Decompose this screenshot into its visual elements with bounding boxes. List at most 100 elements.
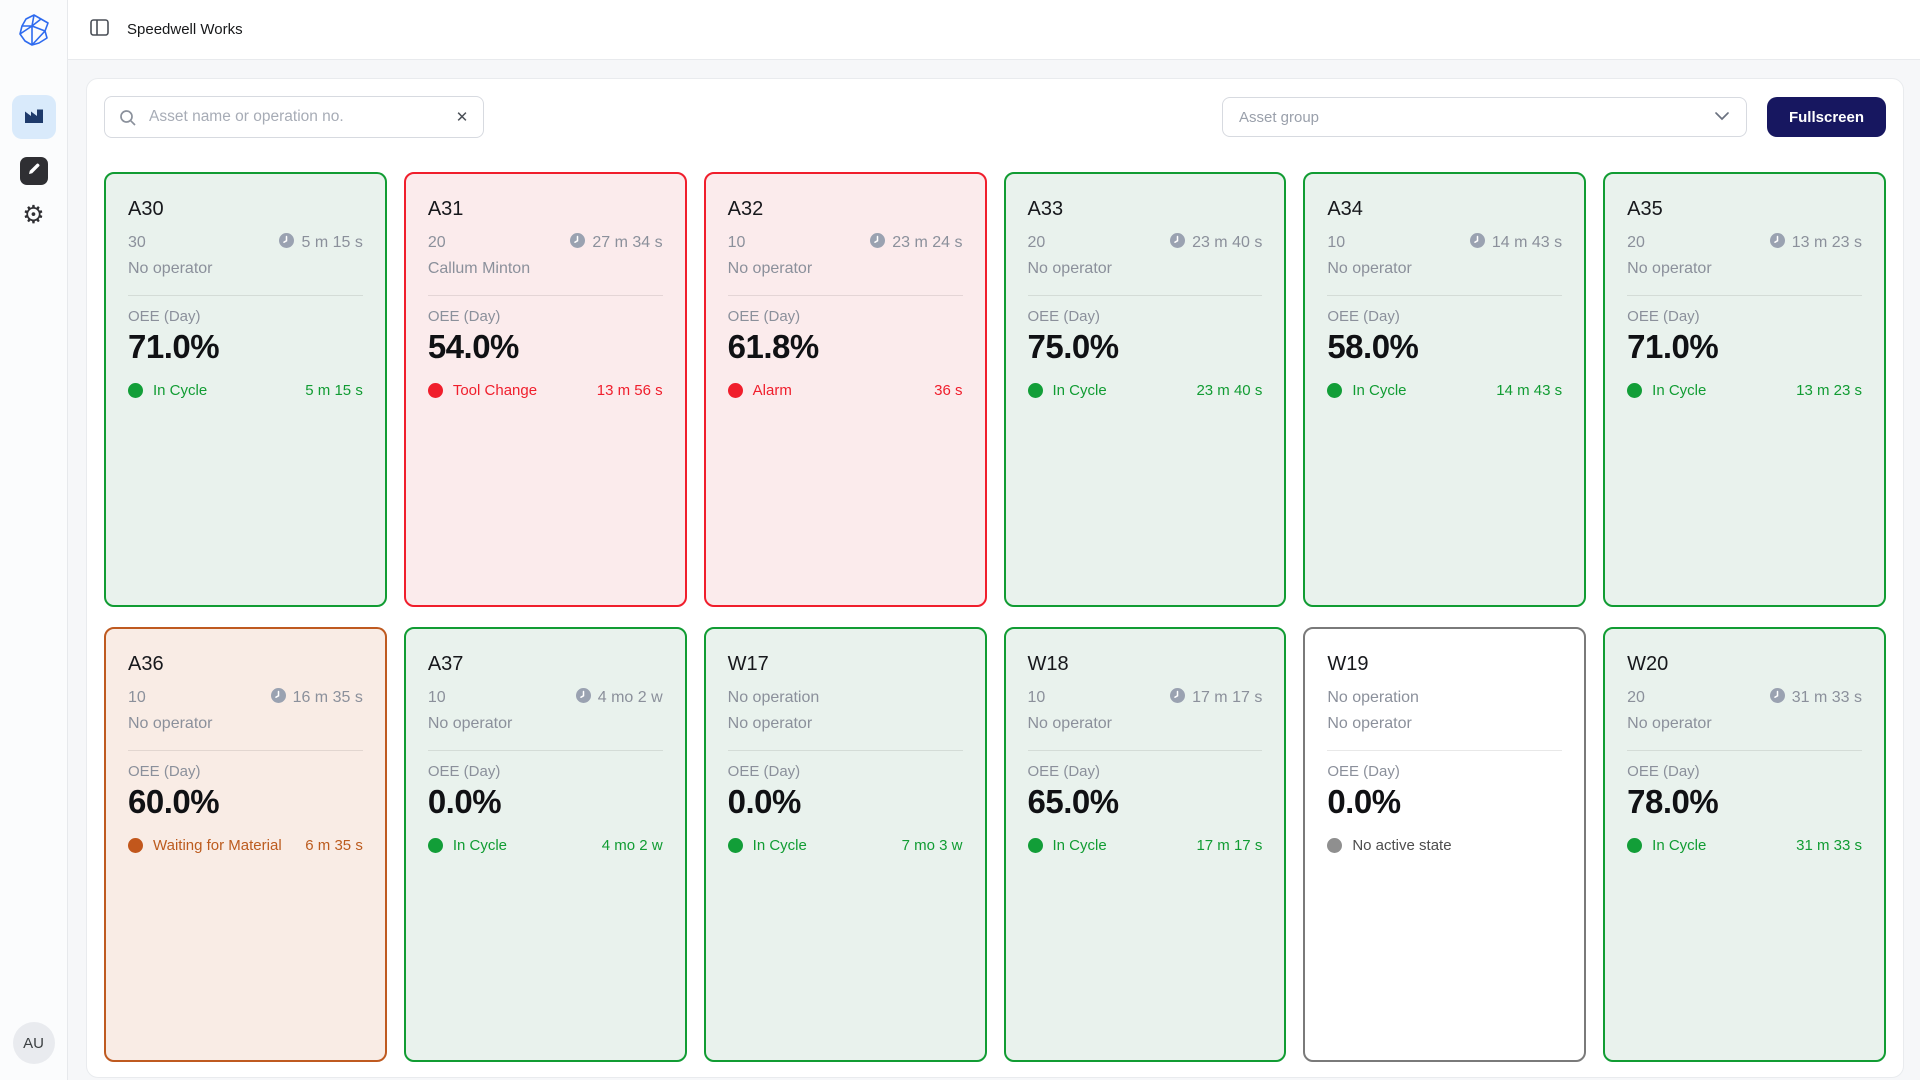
asset-id: A31 (427, 198, 464, 220)
operation-number: 10 (427, 689, 446, 706)
operation-number: 10 (1327, 234, 1346, 251)
asset-id: A37 (427, 653, 464, 675)
operator-name: No operator (727, 260, 813, 277)
operation-number: 10 (1027, 689, 1046, 706)
search-input[interactable] (105, 108, 483, 126)
card-divider (1627, 750, 1862, 751)
status-label: In Cycle (1352, 382, 1407, 399)
operation-time: 4 mo 2 w (575, 688, 663, 708)
operation-time-value: 13 m 23 s (1791, 234, 1862, 251)
status-row: Waiting for Material 6 m 35 s (128, 837, 363, 854)
asset-card[interactable]: A33 20 23 m 40 s No operator OEE (Day) 7… (1003, 172, 1287, 607)
pencil-icon (27, 162, 41, 181)
card-divider (727, 295, 963, 296)
avatar-initials: AU (23, 1034, 44, 1052)
oee-value: 0.0% (427, 783, 502, 820)
operation-time: 27 m 34 s (570, 233, 663, 253)
oee-label: OEE (Day) (1627, 763, 1700, 780)
status-label: In Cycle (452, 837, 508, 854)
status-row: No active state (1327, 837, 1562, 854)
status-label: Tool Change (452, 382, 538, 399)
operation-number: 20 (427, 234, 446, 251)
oee-label: OEE (Day) (727, 763, 801, 780)
operation-time-value: 16 m 35 s (292, 689, 363, 706)
clock-icon (270, 688, 286, 708)
status-time: 4 mo 2 w (601, 837, 663, 854)
card-divider (128, 295, 363, 296)
status-dot (1027, 838, 1043, 853)
asset-card[interactable]: A36 10 16 m 35 s No operator OEE (Day) 6… (104, 627, 387, 1062)
oee-label: OEE (Day) (427, 308, 501, 325)
oee-label: OEE (Day) (1627, 308, 1700, 325)
fullscreen-button[interactable]: Fullscreen (1766, 97, 1886, 137)
operation-time-value: 17 m 17 s (1192, 689, 1263, 706)
status-dot (427, 383, 443, 398)
operator-name: No operator (1027, 715, 1113, 732)
status-dot (1627, 838, 1643, 853)
oee-label: OEE (Day) (727, 308, 801, 325)
status-dot (1627, 383, 1643, 398)
oee-value: 0.0% (1327, 783, 1401, 820)
toolbar: ✕ Asset group Fullscreen (104, 96, 1886, 138)
status-label: Waiting for Material (153, 837, 282, 854)
operator-name: No operator (727, 715, 813, 732)
status-label: In Cycle (1652, 382, 1707, 399)
operation-number: 20 (1627, 689, 1645, 706)
operation-time-value: 27 m 34 s (592, 234, 663, 251)
operation-time-value: 31 m 33 s (1791, 689, 1862, 706)
status-row: In Cycle 23 m 40 s (1027, 382, 1262, 399)
asset-card[interactable]: W20 20 31 m 33 s No operator OEE (Day) 7… (1603, 627, 1886, 1062)
asset-card[interactable]: A31 20 27 m 34 s Callum Minton OEE (Day)… (403, 172, 687, 607)
operator-name: No operator (427, 715, 513, 732)
card-divider (1027, 750, 1263, 751)
clear-search-button[interactable]: ✕ (447, 102, 477, 132)
status-time: 6 m 35 s (305, 837, 363, 854)
asset-card[interactable]: W17 No operation No operator OEE (Day) 0… (703, 627, 987, 1062)
operation-number: 30 (128, 234, 146, 251)
status-row: In Cycle 4 mo 2 w (427, 837, 663, 854)
oee-label: OEE (Day) (427, 763, 501, 780)
operator-name: No operator (1627, 715, 1712, 732)
card-divider (427, 750, 663, 751)
asset-cards-grid: A30 30 5 m 15 s No operator OEE (Day) 71… (104, 172, 1886, 1062)
operation-time-value: 4 mo 2 w (597, 689, 663, 706)
clock-icon (570, 233, 586, 253)
asset-group-select[interactable]: Asset group (1221, 97, 1747, 137)
sidebar-item-edit[interactable] (19, 157, 48, 185)
oee-label: OEE (Day) (128, 308, 201, 325)
operation-number: 20 (1627, 234, 1645, 251)
clock-icon (575, 688, 591, 708)
asset-card[interactable]: A32 10 23 m 24 s No operator OEE (Day) 6… (703, 172, 987, 607)
asset-card[interactable]: W19 No operation No operator OEE (Day) 0… (1303, 627, 1587, 1062)
status-label: Alarm (752, 382, 792, 399)
card-divider (427, 295, 663, 296)
sidebar-item-settings[interactable]: ⚙ (22, 203, 44, 228)
operation-time: 31 m 33 s (1769, 688, 1862, 708)
sidebar-toggle-button[interactable] (90, 18, 109, 41)
asset-card[interactable]: A34 10 14 m 43 s No operator OEE (Day) 5… (1303, 172, 1587, 607)
avatar[interactable]: AU (12, 1022, 55, 1064)
sidebar-item-dashboard[interactable] (11, 95, 56, 139)
status-row: In Cycle 31 m 33 s (1627, 837, 1862, 854)
clock-icon (1769, 233, 1785, 253)
asset-id: W18 (1027, 653, 1069, 675)
asset-id: A33 (1027, 198, 1064, 220)
oee-value: 71.0% (1627, 328, 1719, 365)
operation-time: 23 m 24 s (870, 233, 963, 253)
asset-group-placeholder: Asset group (1238, 108, 1320, 126)
operation-time: 16 m 35 s (270, 688, 363, 708)
status-label: In Cycle (1652, 837, 1707, 854)
operation-time: 17 m 17 s (1170, 688, 1262, 708)
oee-label: OEE (Day) (1027, 763, 1101, 780)
asset-card[interactable]: A37 10 4 mo 2 w No operator OEE (Day) 0.… (403, 627, 687, 1062)
asset-card[interactable]: A30 30 5 m 15 s No operator OEE (Day) 71… (104, 172, 387, 607)
operation-time: 23 m 40 s (1170, 233, 1262, 253)
asset-card[interactable]: A35 20 13 m 23 s No operator OEE (Day) 7… (1603, 172, 1886, 607)
status-label: No active state (1352, 837, 1452, 854)
asset-card[interactable]: W18 10 17 m 17 s No operator OEE (Day) 6… (1003, 627, 1287, 1062)
app-logo-icon (17, 13, 51, 47)
operation-time-value: 14 m 43 s (1491, 234, 1563, 251)
status-label: In Cycle (752, 837, 807, 854)
status-time: 17 m 17 s (1196, 837, 1263, 854)
status-dot (128, 383, 143, 398)
